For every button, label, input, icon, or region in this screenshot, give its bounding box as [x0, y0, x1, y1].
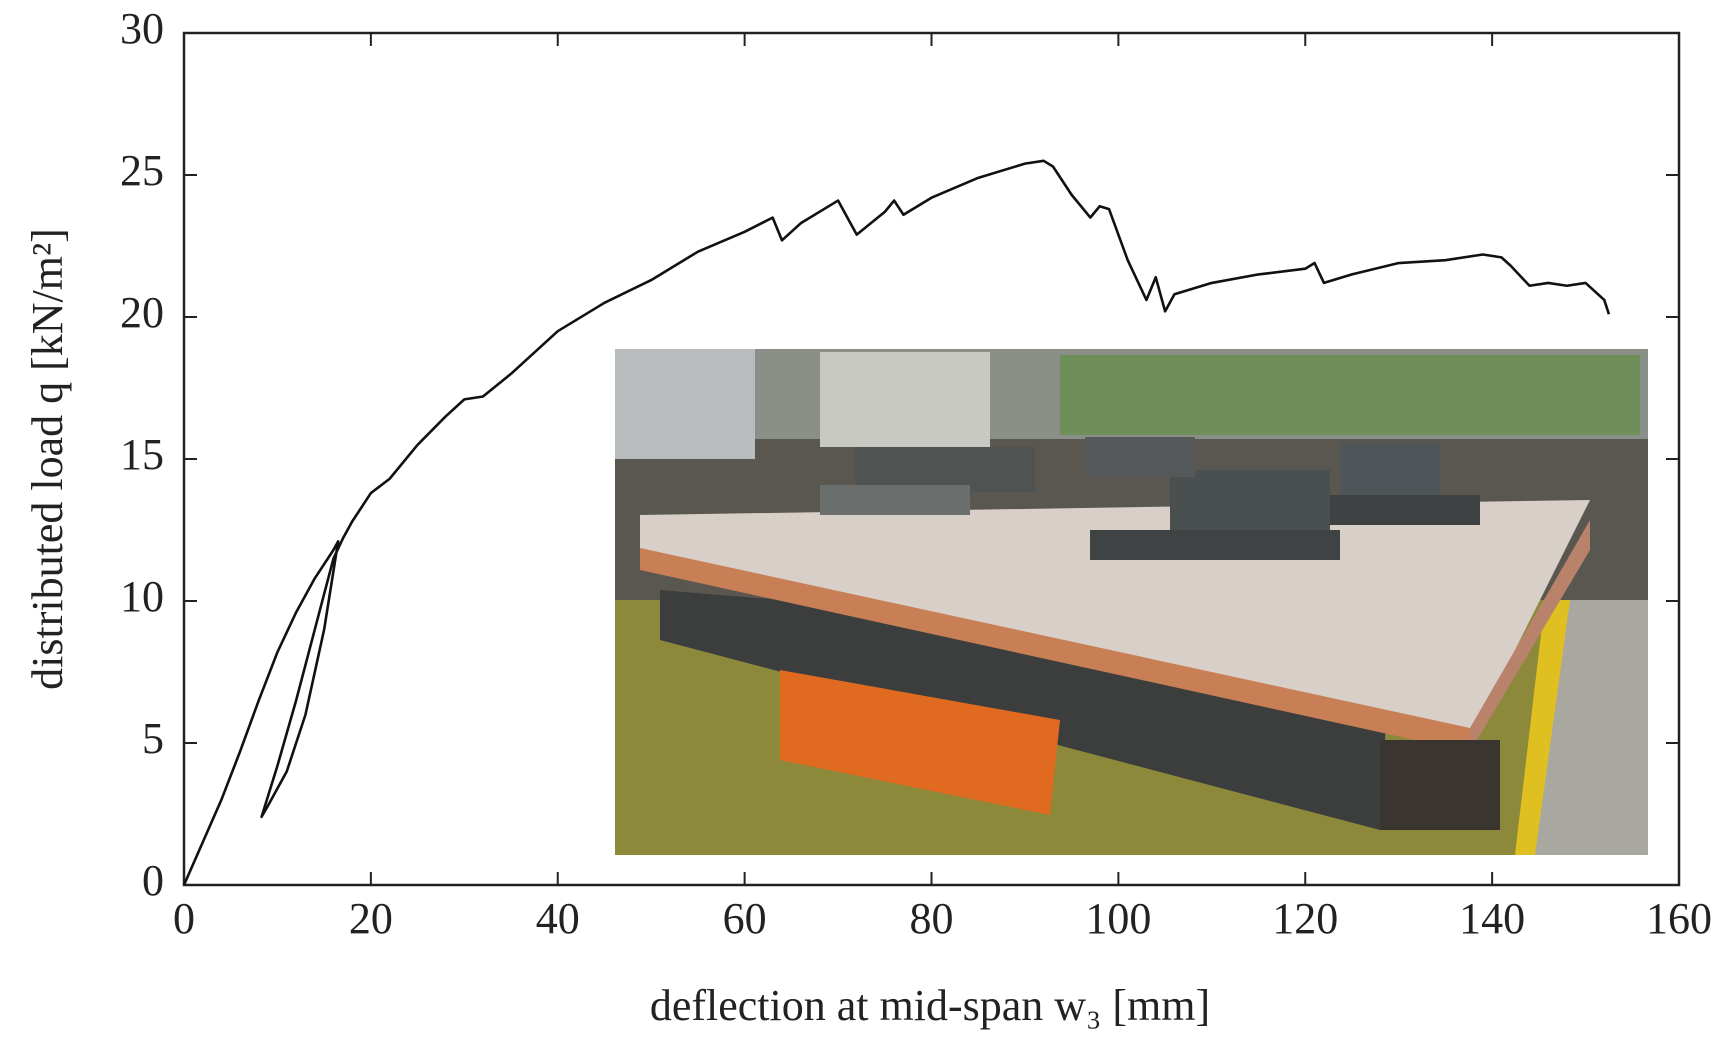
y-tick-label: 30	[120, 4, 164, 53]
x-tick-label: 0	[173, 894, 195, 943]
x-tick-label: 80	[910, 894, 954, 943]
x-tick-label: 160	[1646, 894, 1712, 943]
inset-photo	[615, 349, 1648, 855]
x-tick-label: 140	[1459, 894, 1525, 943]
x-tick-label: 60	[723, 894, 767, 943]
x-tick-label: 100	[1085, 894, 1151, 943]
x-tick-label: 40	[536, 894, 580, 943]
x-axis-label: deflection at mid-span w₃ [mm]	[650, 981, 1210, 1030]
y-tick-label: 20	[120, 288, 164, 337]
x-tick-label: 120	[1272, 894, 1338, 943]
y-tick-label: 15	[120, 430, 164, 479]
y-axis-label: distributed load q [kN/m²]	[23, 228, 72, 690]
y-tick-label: 5	[142, 714, 164, 763]
y-tick-label: 25	[120, 146, 164, 195]
x-tick-label: 20	[349, 894, 393, 943]
data-line	[182, 159, 1611, 886]
y-tick-label: 0	[142, 856, 164, 905]
y-tick-label: 10	[120, 572, 164, 621]
